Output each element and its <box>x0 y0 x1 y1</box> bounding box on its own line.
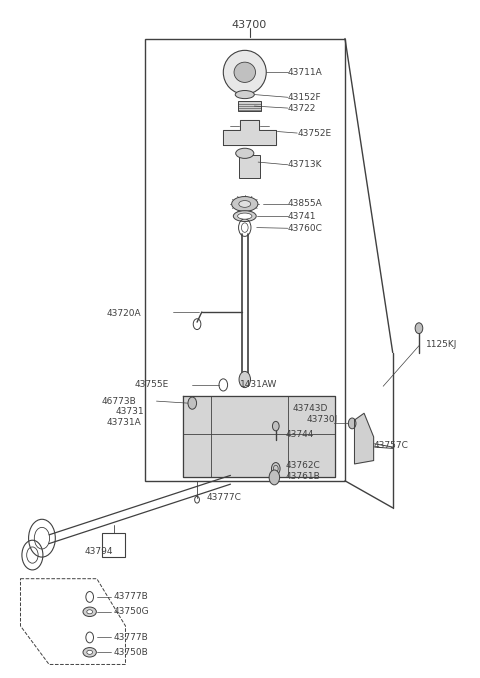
Ellipse shape <box>238 213 252 219</box>
Circle shape <box>188 397 197 410</box>
Text: 43761B: 43761B <box>285 473 320 481</box>
Text: 43722: 43722 <box>288 104 316 113</box>
Ellipse shape <box>235 91 254 98</box>
FancyBboxPatch shape <box>238 100 262 111</box>
Ellipse shape <box>83 647 96 657</box>
Ellipse shape <box>239 201 251 207</box>
Text: 43750B: 43750B <box>114 647 148 657</box>
Text: 43730J: 43730J <box>307 415 338 424</box>
Text: 1431AW: 1431AW <box>240 380 277 389</box>
Text: 43750G: 43750G <box>114 607 149 616</box>
Text: 43794: 43794 <box>85 547 113 556</box>
Text: 43713K: 43713K <box>288 160 322 170</box>
Ellipse shape <box>233 211 256 222</box>
Text: 43762C: 43762C <box>285 462 320 471</box>
Circle shape <box>273 422 279 431</box>
Text: 43152F: 43152F <box>288 93 321 102</box>
Ellipse shape <box>83 607 96 616</box>
Ellipse shape <box>236 148 254 159</box>
Text: 43752E: 43752E <box>297 129 331 138</box>
Text: 43760C: 43760C <box>288 224 323 233</box>
Text: 43755E: 43755E <box>135 380 169 389</box>
Circle shape <box>272 462 280 475</box>
Circle shape <box>239 372 251 388</box>
Ellipse shape <box>234 62 255 83</box>
Polygon shape <box>355 414 373 464</box>
Circle shape <box>415 323 423 334</box>
Ellipse shape <box>223 50 266 94</box>
Text: 43731: 43731 <box>116 407 144 416</box>
FancyBboxPatch shape <box>239 155 260 178</box>
Text: 43757C: 43757C <box>373 441 408 450</box>
Ellipse shape <box>87 610 93 614</box>
Polygon shape <box>183 397 336 477</box>
Text: 43743D: 43743D <box>292 404 328 413</box>
Circle shape <box>269 470 280 485</box>
Text: 1125KJ: 1125KJ <box>426 340 457 349</box>
Polygon shape <box>223 119 276 145</box>
Ellipse shape <box>87 650 93 654</box>
Ellipse shape <box>232 197 258 212</box>
Text: 43777B: 43777B <box>114 633 148 642</box>
Text: 46773B: 46773B <box>102 397 136 405</box>
Text: 43711A: 43711A <box>288 68 323 77</box>
Text: 43720A: 43720A <box>107 309 141 318</box>
Text: 43731A: 43731A <box>107 418 141 427</box>
Text: 43741: 43741 <box>288 212 316 220</box>
Text: 43700: 43700 <box>232 20 267 30</box>
Text: 43777B: 43777B <box>114 593 148 601</box>
Circle shape <box>348 418 356 428</box>
Text: 43777C: 43777C <box>206 493 241 502</box>
Text: 43855A: 43855A <box>288 199 323 208</box>
Text: 43744: 43744 <box>285 431 314 439</box>
